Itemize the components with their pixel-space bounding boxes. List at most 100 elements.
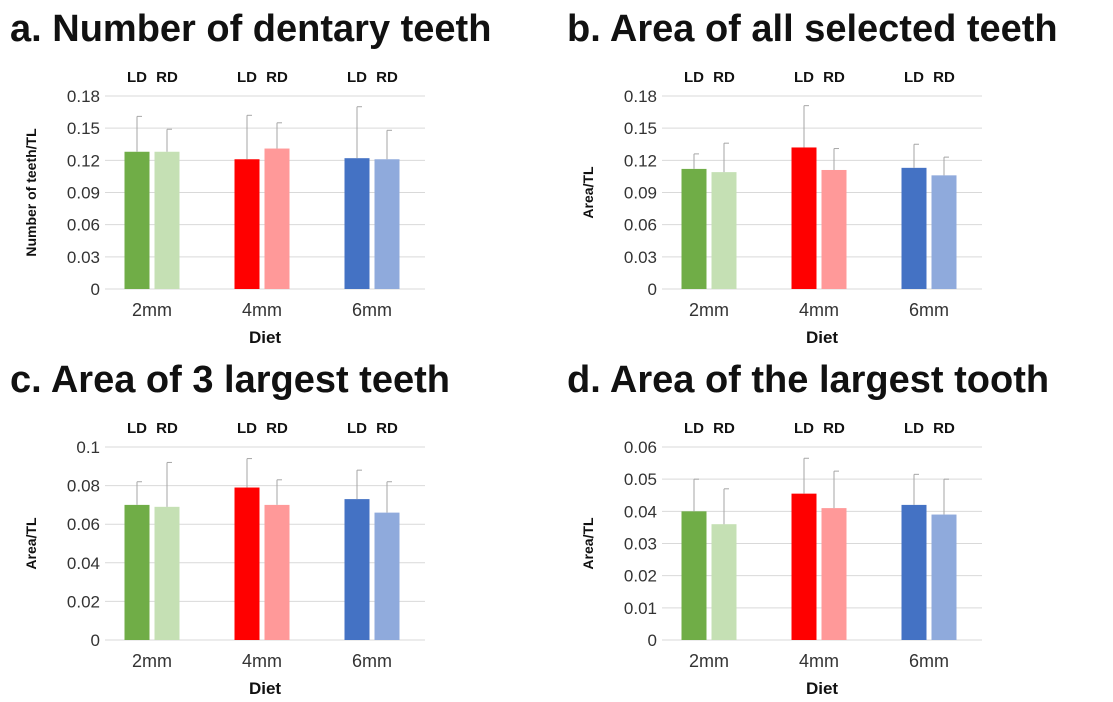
x-tick-label: 4mm <box>799 651 839 671</box>
y-tick-label: 0.12 <box>67 151 100 170</box>
bar-group-label: RD <box>933 69 955 86</box>
bar-2mm-rd <box>154 151 180 289</box>
bar-group-label: RD <box>156 69 178 86</box>
y-tick-label: 0.06 <box>624 438 657 457</box>
bar-6mm-rd <box>931 175 957 289</box>
bar-2mm-ld <box>681 511 707 640</box>
y-tick-label: 0.09 <box>624 184 657 203</box>
bar-group-label: LD <box>684 420 704 437</box>
bar-6mm-rd <box>374 159 400 289</box>
bar-group-label: RD <box>266 420 288 437</box>
y-tick-label: 0.02 <box>67 592 100 611</box>
y-tick-label: 0.12 <box>624 151 657 170</box>
bar-group-label: LD <box>904 69 924 86</box>
bar-group-label: LD <box>127 420 147 437</box>
bar-6mm-ld <box>901 504 927 640</box>
x-axis-title: Diet <box>249 328 281 347</box>
bar-6mm-rd <box>374 512 400 640</box>
bar-chart: 0 0.03 0.06 0.09 0.12 0.15 0.18 LD RD 2mm LD RD 4mm L… <box>580 69 982 347</box>
chart-panel-d: d. Area of the largest tooth 0 0.01 0.02 0.… <box>557 351 1113 702</box>
bar-group-label: LD <box>904 420 924 437</box>
y-tick-label: 0.03 <box>67 248 100 267</box>
bar-group-label: RD <box>376 69 398 86</box>
y-tick-label: 0.03 <box>624 248 657 267</box>
bar-2mm-ld <box>124 504 150 640</box>
chart-panel-c: c. Area of 3 largest teeth 0 0.02 0.04 0.06… <box>0 351 556 702</box>
x-tick-label: 6mm <box>909 300 949 320</box>
bar-6mm-ld <box>901 167 927 289</box>
bar-group-label: LD <box>794 420 814 437</box>
x-tick-label: 4mm <box>242 300 282 320</box>
x-tick-label: 4mm <box>799 300 839 320</box>
bar-4mm-rd <box>821 508 847 640</box>
x-tick-label: 2mm <box>132 300 172 320</box>
bar-4mm-rd <box>264 148 290 289</box>
y-tick-label: 0.05 <box>624 470 657 489</box>
chart-title: b. Area of all selected teeth <box>567 8 1058 50</box>
y-tick-label: 0.04 <box>67 554 100 573</box>
bar-2mm-rd <box>154 506 180 640</box>
y-tick-label: 0.02 <box>624 567 657 586</box>
y-tick-label: 0.06 <box>624 216 657 235</box>
bar-4mm-ld <box>791 493 817 640</box>
y-axis-title: Area/TL <box>23 517 39 570</box>
x-axis-title: Diet <box>249 679 281 698</box>
bar-4mm-ld <box>234 159 260 289</box>
bar-4mm-rd <box>264 504 290 640</box>
x-tick-label: 2mm <box>689 300 729 320</box>
bar-4mm-ld <box>791 147 817 289</box>
bar-group-label: RD <box>156 420 178 437</box>
bar-group-label: LD <box>237 69 257 86</box>
bar-group-label: RD <box>713 69 735 86</box>
x-tick-label: 2mm <box>132 651 172 671</box>
bar-group-label: RD <box>933 420 955 437</box>
x-tick-label: 4mm <box>242 651 282 671</box>
bar-group-label: LD <box>127 69 147 86</box>
y-tick-label: 0.08 <box>67 477 100 496</box>
y-tick-label: 0.18 <box>67 87 100 106</box>
bar-6mm-rd <box>931 514 957 640</box>
y-tick-label: 0.15 <box>624 119 657 138</box>
bar-group-label: RD <box>713 420 735 437</box>
chart-title: d. Area of the largest tooth <box>567 359 1050 401</box>
y-tick-label: 0.06 <box>67 216 100 235</box>
x-axis-title: Diet <box>806 328 838 347</box>
bar-group-label: RD <box>376 420 398 437</box>
y-tick-label: 0 <box>91 631 100 650</box>
bar-chart: 0 0.03 0.06 0.09 0.12 0.15 0.18 LD RD 2mm LD RD 4mm L… <box>23 69 425 347</box>
bar-group-label: RD <box>823 69 845 86</box>
bar-group-label: RD <box>823 420 845 437</box>
bar-chart: 0 0.01 0.02 0.03 0.04 0.05 0.06 LD RD 2mm LD RD 4mm L… <box>580 420 982 698</box>
y-tick-label: 0.06 <box>67 515 100 534</box>
y-tick-label: 0.1 <box>76 438 100 457</box>
x-tick-label: 6mm <box>352 651 392 671</box>
y-tick-label: 0 <box>648 280 657 299</box>
chart-title: a. Number of dentary teeth <box>10 8 492 50</box>
bar-4mm-ld <box>234 487 260 640</box>
y-tick-label: 0 <box>648 631 657 650</box>
y-axis-title: Number of teeth/TL <box>23 128 39 257</box>
y-tick-label: 0.03 <box>624 535 657 554</box>
y-tick-label: 0.15 <box>67 119 100 138</box>
bar-2mm-ld <box>124 151 150 289</box>
bar-2mm-rd <box>711 524 737 640</box>
x-tick-label: 6mm <box>352 300 392 320</box>
y-tick-label: 0.04 <box>624 502 657 521</box>
y-tick-label: 0.01 <box>624 599 657 618</box>
y-tick-label: 0.09 <box>67 184 100 203</box>
x-tick-label: 2mm <box>689 651 729 671</box>
bar-6mm-ld <box>344 158 370 289</box>
y-axis-title: Area/TL <box>580 517 596 570</box>
chart-panel-a: a. Number of dentary teeth 0 0.03 0.06 0.09… <box>0 0 556 351</box>
bar-group-label: LD <box>237 420 257 437</box>
bar-4mm-rd <box>821 169 847 289</box>
y-axis-title: Area/TL <box>580 166 596 219</box>
bar-2mm-ld <box>681 168 707 289</box>
bar-chart: 0 0.02 0.04 0.06 0.08 0.1 LD RD 2mm LD RD 4mm LD RD 6m… <box>23 420 425 698</box>
chart-title: c. Area of 3 largest teeth <box>10 359 450 401</box>
bar-group-label: LD <box>347 69 367 86</box>
bar-2mm-rd <box>711 172 737 289</box>
bar-group-label: LD <box>684 69 704 86</box>
y-tick-label: 0 <box>91 280 100 299</box>
bar-group-label: LD <box>347 420 367 437</box>
